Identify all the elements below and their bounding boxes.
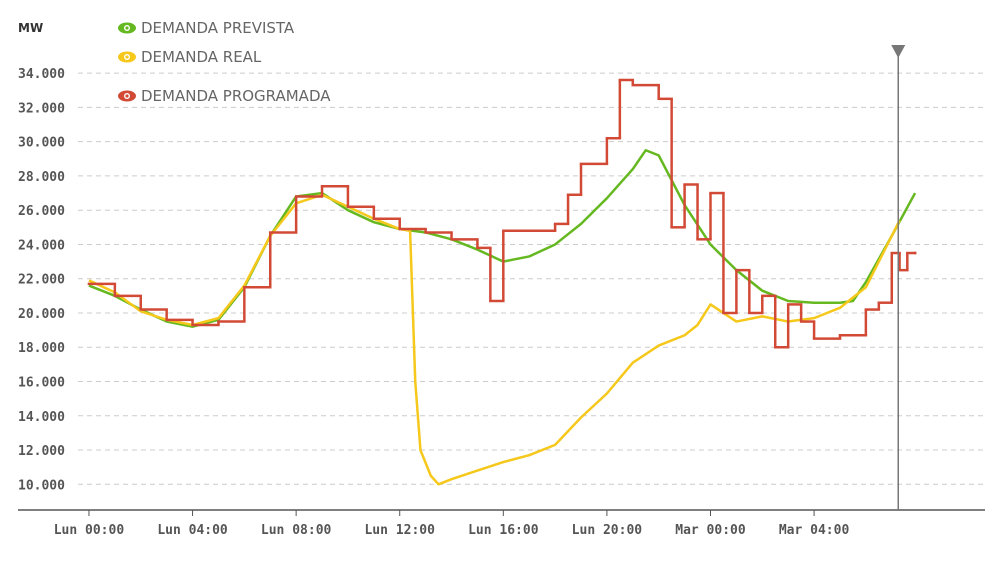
legend-eye-pupil xyxy=(125,55,129,59)
y-tick-label: 18.000 xyxy=(18,341,65,356)
y-tick-label: 14.000 xyxy=(18,410,65,425)
y-tick-label: 22.000 xyxy=(18,273,65,288)
y-axis-label: MW xyxy=(18,21,43,35)
legend-item: DEMANDA REAL xyxy=(118,48,262,66)
x-tick-label: Lun 08:00 xyxy=(261,523,332,538)
x-tick-label: Lun 12:00 xyxy=(364,523,435,538)
time-marker-head xyxy=(891,45,906,58)
x-tick-label: Lun 20:00 xyxy=(572,523,643,538)
y-tick-label: 30.000 xyxy=(18,136,65,151)
y-tick-label: 10.000 xyxy=(18,478,65,493)
y-tick-label: 28.000 xyxy=(18,170,65,185)
x-tick-label: Mar 00:00 xyxy=(675,523,746,538)
legend-label: DEMANDA REAL xyxy=(141,48,262,66)
x-tick-label: Lun 04:00 xyxy=(157,523,228,538)
series-line xyxy=(88,193,901,486)
x-tick-label: Mar 04:00 xyxy=(779,523,850,538)
legend-eye-pupil xyxy=(125,26,129,30)
legend-label: DEMANDA PROGRAMADA xyxy=(141,87,331,105)
y-tick-label: 16.000 xyxy=(18,376,65,391)
y-tick-label: 20.000 xyxy=(18,307,65,322)
y-tick-label: 24.000 xyxy=(18,238,65,253)
legend-item: DEMANDA PREVISTA xyxy=(118,19,295,37)
legend-label: DEMANDA PREVISTA xyxy=(141,19,295,37)
x-tick-label: Lun 16:00 xyxy=(468,523,539,538)
legend-item: DEMANDA PROGRAMADA xyxy=(118,87,331,105)
y-tick-label: 34.000 xyxy=(18,67,65,82)
y-tick-label: 32.000 xyxy=(18,101,65,116)
y-tick-label: 26.000 xyxy=(18,204,65,219)
x-tick-label: Lun 00:00 xyxy=(54,523,125,538)
y-tick-label: 12.000 xyxy=(18,444,65,459)
legend-eye-pupil xyxy=(125,94,129,98)
